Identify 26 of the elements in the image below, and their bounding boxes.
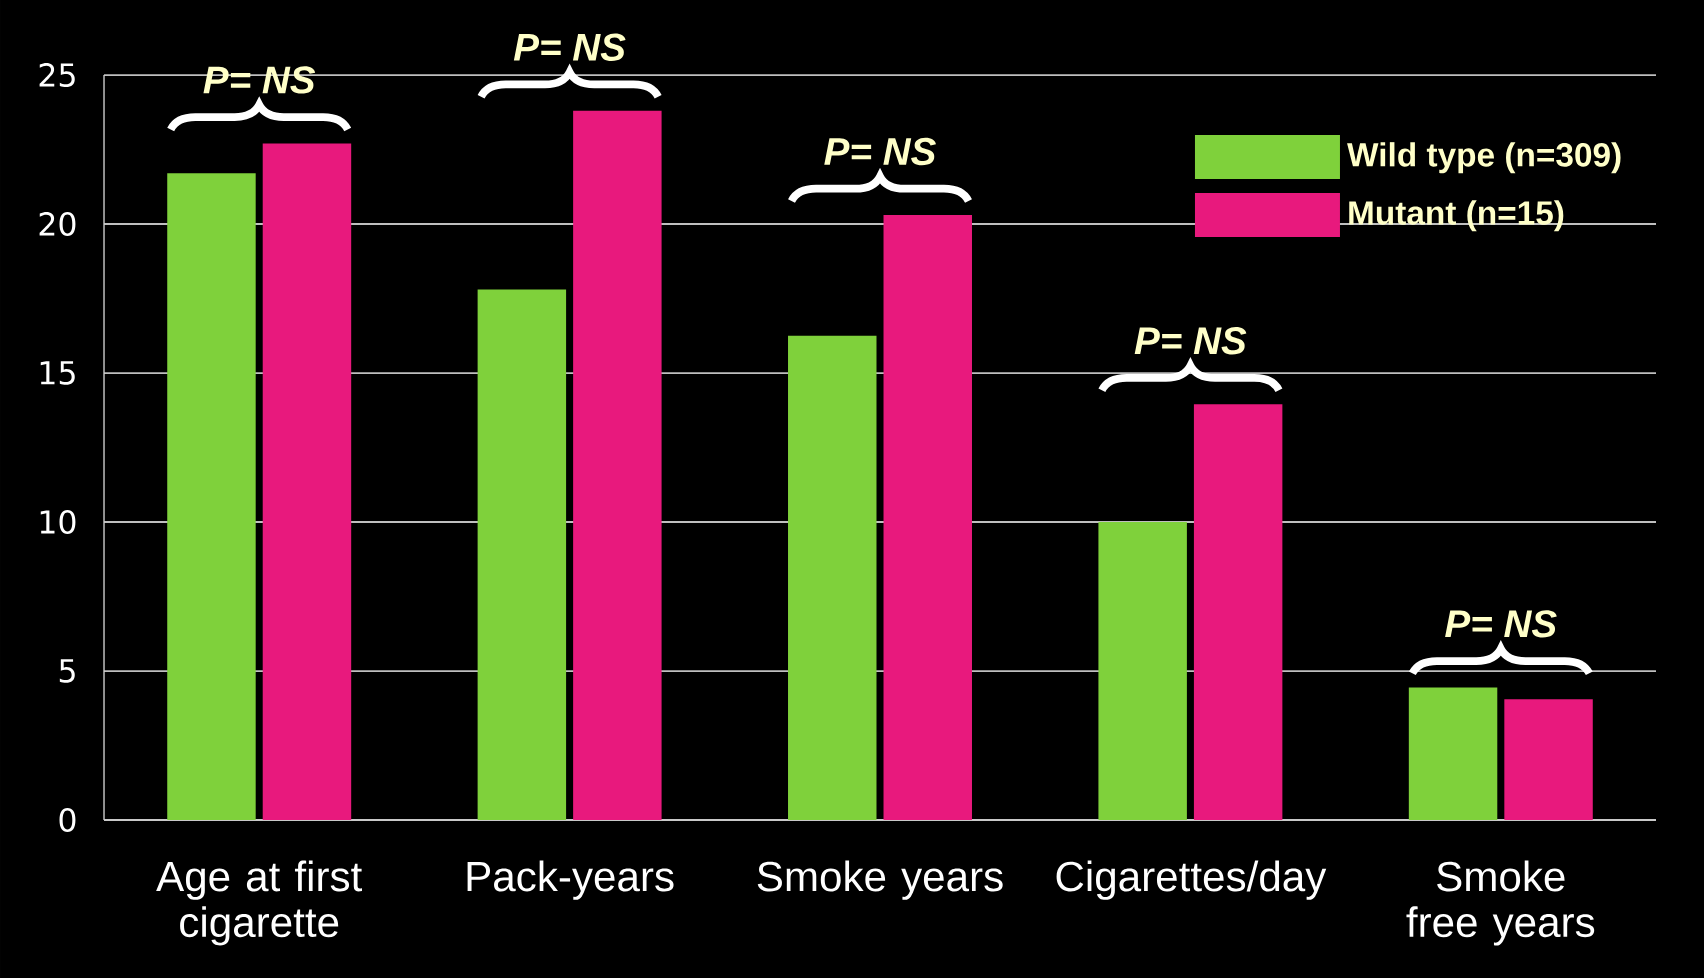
y-tick-label: 0	[59, 808, 76, 832]
bar	[1504, 699, 1593, 820]
legend-label: Wild type (n=309)	[1347, 142, 1621, 174]
y-tick-label: 5	[59, 659, 75, 683]
bar	[788, 335, 877, 820]
x-tick-label: Age at first cigarette	[156, 860, 362, 946]
bar	[1193, 404, 1283, 820]
bar	[573, 110, 662, 820]
annotation: P= NS	[1445, 610, 1557, 638]
x-tick-label: Pack-years	[467, 860, 674, 900]
bar	[477, 289, 567, 820]
annotation: P= NS	[824, 137, 936, 166]
bar	[262, 143, 352, 820]
y-tick-label: 25	[39, 63, 75, 87]
text: P= NS	[513, 33, 626, 61]
y-tick-label: 15	[40, 361, 75, 385]
y-tick-label: 20	[39, 212, 76, 236]
annotation: P= NS	[1134, 327, 1247, 355]
bar	[1098, 522, 1187, 820]
y-tick-label: 10	[40, 510, 76, 534]
bar	[1408, 687, 1498, 820]
x-tick-label: Smoke years	[757, 860, 1003, 900]
bar	[167, 173, 256, 820]
x-tick-label: Smoke free years	[1406, 860, 1595, 946]
bar	[883, 215, 972, 820]
x-tick-label: Cigarettes/day	[1056, 860, 1327, 900]
